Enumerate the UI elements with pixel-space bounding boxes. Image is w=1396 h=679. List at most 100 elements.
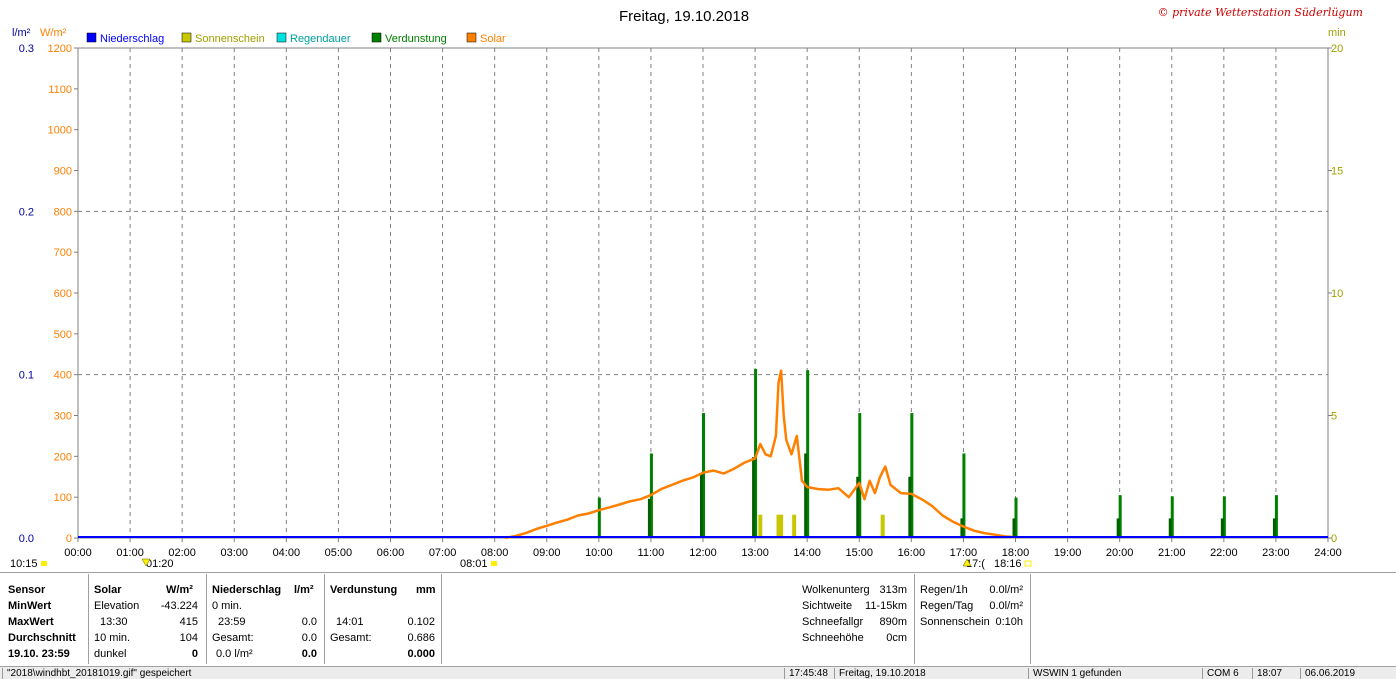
evap-header: Verdunstung xyxy=(330,584,398,596)
separator xyxy=(1030,574,1031,664)
status-clock: 18:07 xyxy=(1252,668,1297,679)
legend-swatch xyxy=(466,32,477,43)
solar-tick-label: 200 xyxy=(54,451,72,463)
x-tick-label: 07:00 xyxy=(429,547,457,559)
moonrise-marker xyxy=(41,561,47,566)
x-tick-label: 05:00 xyxy=(325,547,353,559)
solar-tick-label: 900 xyxy=(54,166,72,178)
cloud-label-3: Schneehöhe xyxy=(802,632,864,644)
weather-chart: Freitag, 19.10.2018 © private Wetterstat… xyxy=(10,6,1363,570)
status-time: 17:45:48 xyxy=(784,668,833,679)
evaporation-bar xyxy=(647,498,651,538)
sunshine-bar xyxy=(792,514,797,538)
solar-value-0: -43.224 xyxy=(160,600,198,612)
sun-marks: 10:15 01:20 08:01 17:( 18:16 xyxy=(10,558,1032,570)
x-tick-label: 23:00 xyxy=(1262,547,1290,559)
solar-value-2: 104 xyxy=(179,632,198,644)
solar-tick-label: 700 xyxy=(54,247,72,259)
evaporation-bar xyxy=(1168,518,1172,538)
sensor-row-avg: Durchschnitt xyxy=(8,632,76,644)
rain-tick-label: 0.3 xyxy=(19,43,34,55)
x-tick-label: 20:00 xyxy=(1106,547,1134,559)
separator xyxy=(914,574,915,664)
solar-label-0: Elevation xyxy=(94,600,140,612)
evap-unit: mm xyxy=(416,584,436,596)
legend-label: Niederschlag xyxy=(100,33,164,45)
separator xyxy=(441,574,442,664)
moon-low-label: 01:20 xyxy=(146,558,174,570)
regen-label-1: Regen/Tag xyxy=(920,600,974,612)
solar-value-3: 0 xyxy=(191,648,198,660)
x-tick-label: 02:00 xyxy=(168,547,196,559)
cloud-label-0: Wolkenunterg xyxy=(802,584,870,596)
solar-tick-label: 1200 xyxy=(48,43,72,55)
evaporation-bar xyxy=(700,474,703,538)
x-tick-label: 03:00 xyxy=(220,547,248,559)
cloud-label-1: Sichtweite xyxy=(802,600,853,612)
evaporation-bar xyxy=(962,453,966,538)
solar-tick-label: 800 xyxy=(54,206,72,218)
sunrise-marker xyxy=(491,561,497,566)
x-tick-label: 24:00 xyxy=(1314,547,1342,559)
rain-value-1: 0.0 xyxy=(301,616,317,628)
regen-label-0: Regen/1h xyxy=(920,584,968,596)
rain-tick-label: 0.0 xyxy=(19,533,34,545)
moon-high-label: 17:( xyxy=(966,558,985,570)
x-tick-label: 15:00 xyxy=(845,547,873,559)
cloud-value-1: 11-15km xyxy=(865,600,907,612)
unit-minutes: min xyxy=(1328,27,1346,39)
sunshine-bar xyxy=(776,514,781,538)
moonrise-label: 10:15 xyxy=(10,558,38,570)
sensor-row-date: 19.10. 23:59 xyxy=(8,648,70,660)
legend-swatch xyxy=(181,32,192,43)
solar-tick-label: 0 xyxy=(66,533,72,545)
chart-title: Freitag, 19.10.2018 xyxy=(619,8,749,25)
solar-tick-label: 300 xyxy=(54,411,72,423)
sunshine-bar xyxy=(779,514,784,538)
status-port: COM 6 xyxy=(1202,668,1247,679)
minutes-tick-label: 20 xyxy=(1331,43,1343,55)
solar-header: Solar xyxy=(94,584,122,596)
evaporation-bar xyxy=(752,457,756,538)
sunshine-bar xyxy=(880,514,885,538)
sensor-row-min: MinWert xyxy=(8,600,52,612)
solar-tick-label: 600 xyxy=(54,288,72,300)
rain-value-3: 0.0 xyxy=(301,648,317,660)
evaporation-bar xyxy=(908,476,912,538)
rain-unit: l/m² xyxy=(294,584,314,596)
sunset-marker xyxy=(1024,560,1032,567)
solar-tick-label: 1000 xyxy=(48,125,72,137)
solar-label-1: 13:30 xyxy=(100,616,128,628)
solar-label-3: dunkel xyxy=(94,648,127,660)
series xyxy=(78,368,1328,540)
sensor-row-max: MaxWert xyxy=(8,616,54,628)
regen-value-1: 0.0l/m² xyxy=(989,600,1023,612)
x-tick-label: 08:00 xyxy=(481,547,509,559)
x-tick-label: 06:00 xyxy=(377,547,405,559)
evaporation-bar xyxy=(1118,495,1122,538)
status-date: Freitag, 19.10.2018 xyxy=(834,668,999,679)
minutes-tick-label: 5 xyxy=(1331,411,1337,423)
rain-label-3: 0.0 l/m² xyxy=(216,648,253,660)
x-axis: 00:00 01:00 02:00 03:00 04:00 05:00 06:00 07:00… xyxy=(64,538,1342,559)
copyright: © private Wetterstation Süderlügum xyxy=(1158,6,1363,19)
evaporation-bar xyxy=(856,476,860,538)
rain-tick-label: 0.2 xyxy=(19,206,34,218)
x-tick-label: 01:00 xyxy=(116,547,144,559)
evaporation-bar xyxy=(960,518,964,538)
evap-value-1: 0.102 xyxy=(407,616,435,628)
sensor-header: Sensor xyxy=(8,584,46,596)
sunshine-bar xyxy=(758,514,763,538)
sunrise-label: 08:01 xyxy=(460,558,488,570)
y-axes: 0.00.10.20.30100200300400500600700800900… xyxy=(19,43,1344,545)
cloud-value-3: 0cm xyxy=(886,632,907,644)
solar-value-1: 415 xyxy=(179,616,198,628)
x-tick-label: 22:00 xyxy=(1210,547,1238,559)
evaporation-bar xyxy=(1012,518,1016,538)
x-tick-label: 00:00 xyxy=(64,547,92,559)
solar-tick-label: 1100 xyxy=(48,84,72,96)
cloud-value-2: 890m xyxy=(879,616,907,628)
rain-label-1: 23:59 xyxy=(218,616,246,628)
x-tick-label: 18:00 xyxy=(1002,547,1030,559)
rain-header: Niederschlag xyxy=(212,584,282,596)
